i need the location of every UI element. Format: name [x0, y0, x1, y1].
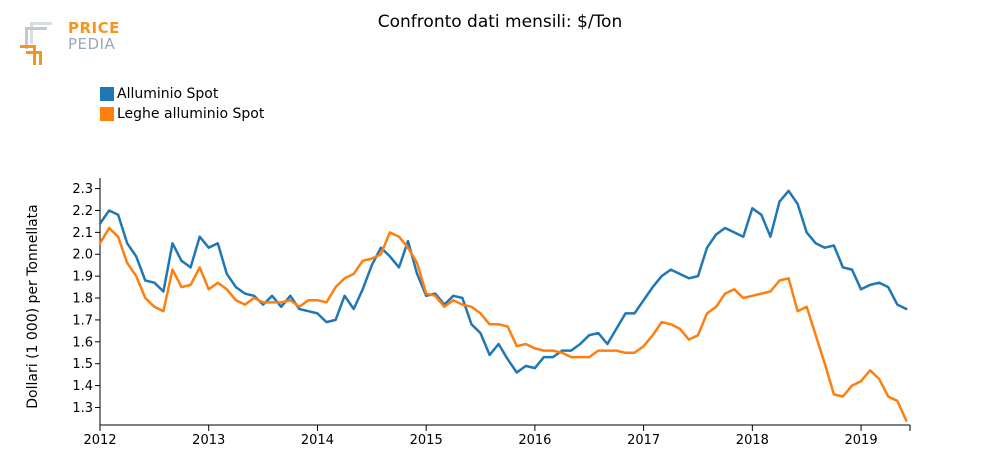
logo-mark-icon — [20, 22, 52, 65]
legend-item-alluminio[interactable]: Alluminio Spot — [100, 84, 264, 104]
series-line-alluminio-spot — [98, 189, 908, 374]
y-tick-label: 1.9 — [72, 270, 93, 285]
x-tick-label: 2018 — [736, 433, 769, 448]
x-tick-label: 2013 — [192, 433, 225, 448]
legend-label: Leghe alluminio Spot — [117, 106, 265, 122]
y-tick-label: 2.1 — [72, 226, 93, 241]
y-axis-label: Dollari (1 000) per Tonnellata — [25, 204, 41, 408]
legend-swatch — [100, 107, 114, 121]
x-tick-label: 2016 — [518, 433, 551, 448]
pricepedia-logo — [20, 18, 130, 68]
logo-text: PRICE PEDIA — [68, 20, 120, 52]
y-tick-label: 1.6 — [72, 335, 93, 350]
y-tick-label: 1.4 — [72, 379, 93, 394]
y-tick-label: 2.3 — [72, 182, 93, 197]
legend-label: Alluminio Spot — [117, 86, 219, 102]
x-tick-label: 2014 — [301, 433, 334, 448]
logo-line1: PRICE — [68, 19, 120, 37]
series-line-leghe-alluminio-spot — [98, 226, 908, 422]
y-tick-label: 2.2 — [72, 204, 93, 219]
y-tick-label: 2.0 — [72, 248, 93, 263]
legend-swatch — [100, 87, 114, 101]
y-tick-label: 1.5 — [72, 357, 93, 372]
y-tick-label: 1.8 — [72, 292, 93, 307]
x-tick-label: 2015 — [410, 433, 443, 448]
legend-item-leghe[interactable]: Leghe alluminio Spot — [100, 104, 264, 124]
x-tick-label: 2012 — [83, 433, 116, 448]
y-tick-label: 1.7 — [72, 313, 93, 328]
x-tick-label: 2017 — [627, 433, 660, 448]
y-tick-label: 1.3 — [72, 401, 93, 416]
chart-title: Confronto dati mensili: $/Ton — [377, 12, 623, 32]
logo-line2: PEDIA — [68, 35, 116, 53]
chart-legend: Alluminio Spot Leghe alluminio Spot — [100, 84, 264, 124]
x-tick-label: 2019 — [845, 433, 878, 448]
